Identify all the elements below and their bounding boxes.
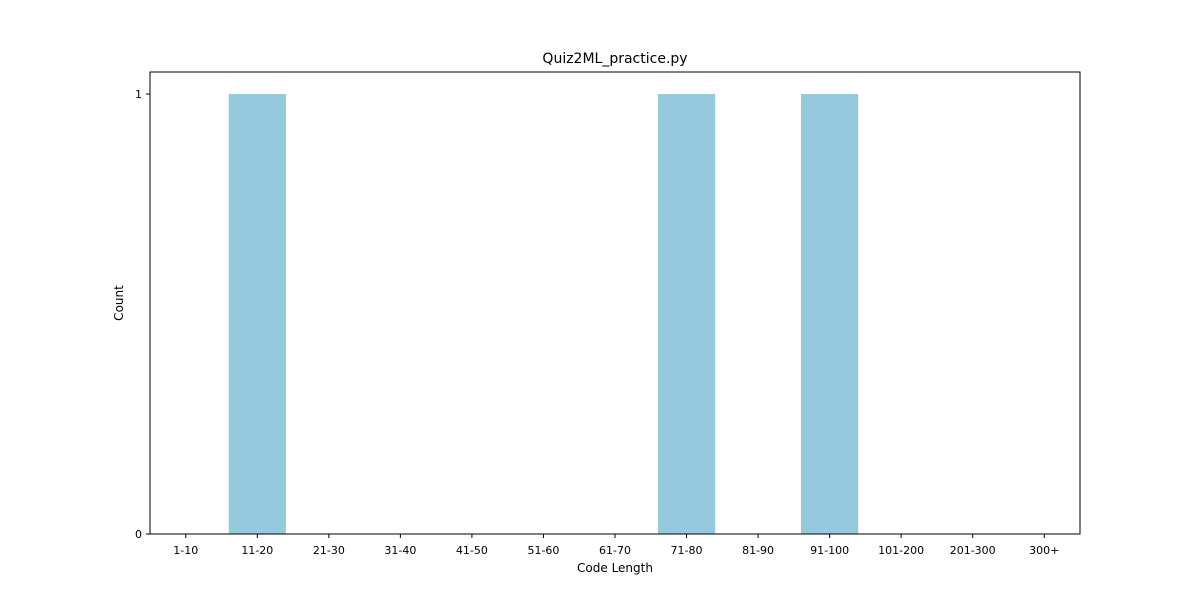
x-tick-label: 1-10 <box>173 544 198 557</box>
bar-71-80 <box>657 94 716 534</box>
bar-11-20 <box>228 94 286 534</box>
y-tick-label: 1 <box>135 88 142 101</box>
x-tick-label: 101-200 <box>878 544 924 557</box>
x-tick-label: 31-40 <box>384 544 416 557</box>
x-tick-label: 21-30 <box>313 544 345 557</box>
x-tick-label: 300+ <box>1029 544 1059 557</box>
x-tick-label: 71-80 <box>671 544 703 557</box>
y-tick-label: 0 <box>135 528 142 541</box>
x-tick-label: 91-100 <box>810 544 849 557</box>
x-tick-label: 81-90 <box>742 544 774 557</box>
x-tick-label: 41-50 <box>456 544 488 557</box>
x-tick-label: 61-70 <box>599 544 631 557</box>
y-axis-label: Count <box>112 285 126 321</box>
chart-title: Quiz2ML_practice.py <box>542 51 687 67</box>
x-tick-label: 201-300 <box>950 544 996 557</box>
x-tick-label: 11-20 <box>241 544 273 557</box>
plot-frame <box>149 71 1081 535</box>
plot-area: 1-10 11-20 21-30 31-40 41-50 51-60 61-70 71-80 8… <box>135 88 1059 557</box>
x-axis-label: Code Length <box>577 561 653 575</box>
x-tick-label: 51-60 <box>527 544 559 557</box>
bar-91-100 <box>801 94 859 534</box>
